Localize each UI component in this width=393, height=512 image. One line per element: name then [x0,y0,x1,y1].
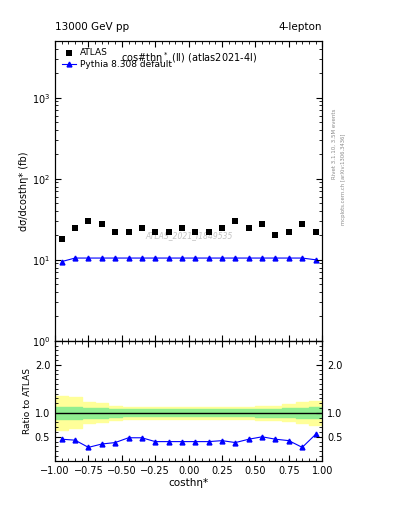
ATLAS [219,223,225,231]
ATLAS [112,228,118,236]
ATLAS [246,223,252,231]
Pythia 8.308 default [73,255,77,261]
ATLAS [192,228,198,236]
Pythia 8.308 default [193,255,198,261]
Text: 13000 GeV pp: 13000 GeV pp [55,22,129,32]
ATLAS [99,220,105,228]
Pythia 8.308 default [153,255,158,261]
Pythia 8.308 default [300,255,305,261]
ATLAS [165,228,172,236]
Pythia 8.308 default [140,255,144,261]
Pythia 8.308 default [233,255,238,261]
Text: mcplots.cern.ch [arXiv:1306.3436]: mcplots.cern.ch [arXiv:1306.3436] [341,134,346,225]
Pythia 8.308 default [59,259,64,265]
Pythia 8.308 default [313,257,318,263]
ATLAS [259,220,265,228]
Line: Pythia 8.308 default: Pythia 8.308 default [59,255,318,264]
Pythia 8.308 default [286,255,291,261]
ATLAS [272,231,279,240]
ATLAS [312,228,319,236]
Pythia 8.308 default [206,255,211,261]
ATLAS [286,228,292,236]
Legend: ATLAS, Pythia 8.308 default: ATLAS, Pythia 8.308 default [59,46,175,72]
Pythia 8.308 default [99,255,104,261]
Pythia 8.308 default [273,255,278,261]
ATLAS [72,223,78,231]
Pythia 8.308 default [126,255,131,261]
ATLAS [206,228,212,236]
Y-axis label: Ratio to ATLAS: Ratio to ATLAS [23,368,32,434]
Pythia 8.308 default [260,255,264,261]
X-axis label: costhη*: costhη* [169,478,209,488]
Text: Rivet 3.1.10, 3.5M events: Rivet 3.1.10, 3.5M events [332,108,337,179]
ATLAS [59,235,65,243]
Text: ATLAS_2021_I1849535: ATLAS_2021_I1849535 [145,231,232,241]
Y-axis label: dσ/dcosthη* (fb): dσ/dcosthη* (fb) [19,151,29,230]
ATLAS [139,223,145,231]
Pythia 8.308 default [220,255,224,261]
Pythia 8.308 default [86,255,91,261]
Pythia 8.308 default [180,255,184,261]
ATLAS [125,228,132,236]
ATLAS [85,217,92,225]
Text: cos#th$\mathregular{\eta}^*$ (ll) (atlas2021-4l): cos#th$\mathregular{\eta}^*$ (ll) (atlas… [121,50,257,66]
Text: 4-lepton: 4-lepton [279,22,322,32]
Pythia 8.308 default [113,255,118,261]
ATLAS [152,228,158,236]
Pythia 8.308 default [246,255,251,261]
ATLAS [299,220,305,228]
ATLAS [179,223,185,231]
Pythia 8.308 default [166,255,171,261]
ATLAS [232,217,239,225]
